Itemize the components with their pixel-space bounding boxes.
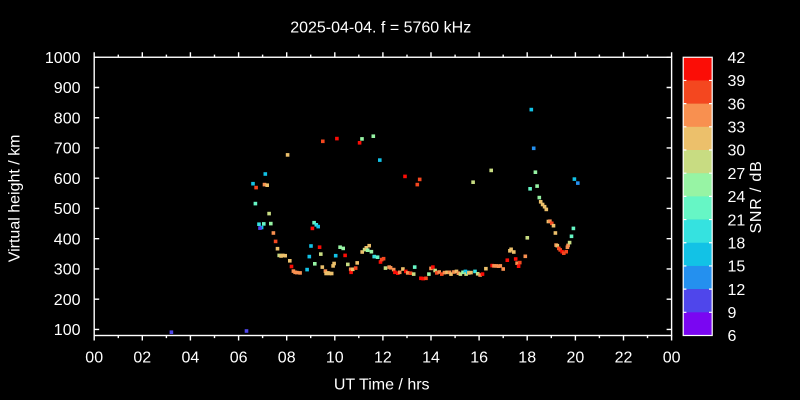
svg-text:12: 12 [374, 350, 392, 367]
svg-text:700: 700 [54, 141, 81, 158]
svg-text:600: 600 [54, 171, 81, 188]
svg-text:27: 27 [728, 166, 746, 183]
svg-text:20: 20 [567, 350, 585, 367]
svg-text:Virtual height / km: Virtual height / km [7, 135, 24, 263]
svg-text:02: 02 [133, 350, 151, 367]
svg-text:00: 00 [663, 350, 681, 367]
svg-text:00: 00 [85, 350, 103, 367]
svg-text:12: 12 [728, 282, 746, 299]
svg-text:100: 100 [54, 322, 81, 339]
svg-text:36: 36 [728, 96, 746, 113]
svg-text:18: 18 [728, 235, 746, 252]
svg-text:33: 33 [728, 120, 746, 137]
svg-text:15: 15 [728, 259, 746, 276]
svg-text:24: 24 [728, 189, 746, 206]
svg-text:UT Time / hrs: UT Time / hrs [334, 377, 430, 394]
svg-text:9: 9 [728, 305, 737, 322]
svg-text:08: 08 [278, 350, 296, 367]
svg-text:800: 800 [54, 110, 81, 127]
svg-text:200: 200 [54, 292, 81, 309]
svg-text:1000: 1000 [45, 50, 81, 67]
svg-text:400: 400 [54, 231, 81, 248]
svg-text:22: 22 [615, 350, 633, 367]
svg-text:10: 10 [326, 350, 344, 367]
svg-text:500: 500 [54, 201, 81, 218]
svg-text:30: 30 [728, 143, 746, 160]
svg-text:04: 04 [182, 350, 200, 367]
svg-text:06: 06 [230, 350, 248, 367]
svg-text:39: 39 [728, 73, 746, 90]
svg-text:300: 300 [54, 262, 81, 279]
svg-text:16: 16 [470, 350, 488, 367]
svg-text:42: 42 [728, 50, 746, 67]
svg-text:21: 21 [728, 212, 746, 229]
svg-text:SNR / dB: SNR / dB [748, 160, 765, 233]
svg-text:14: 14 [422, 350, 440, 367]
svg-text:900: 900 [54, 80, 81, 97]
svg-text:18: 18 [518, 350, 536, 367]
svg-text:6: 6 [728, 328, 737, 345]
svg-text:2025-04-04. f = 5760 kHz: 2025-04-04. f = 5760 kHz [290, 20, 471, 37]
